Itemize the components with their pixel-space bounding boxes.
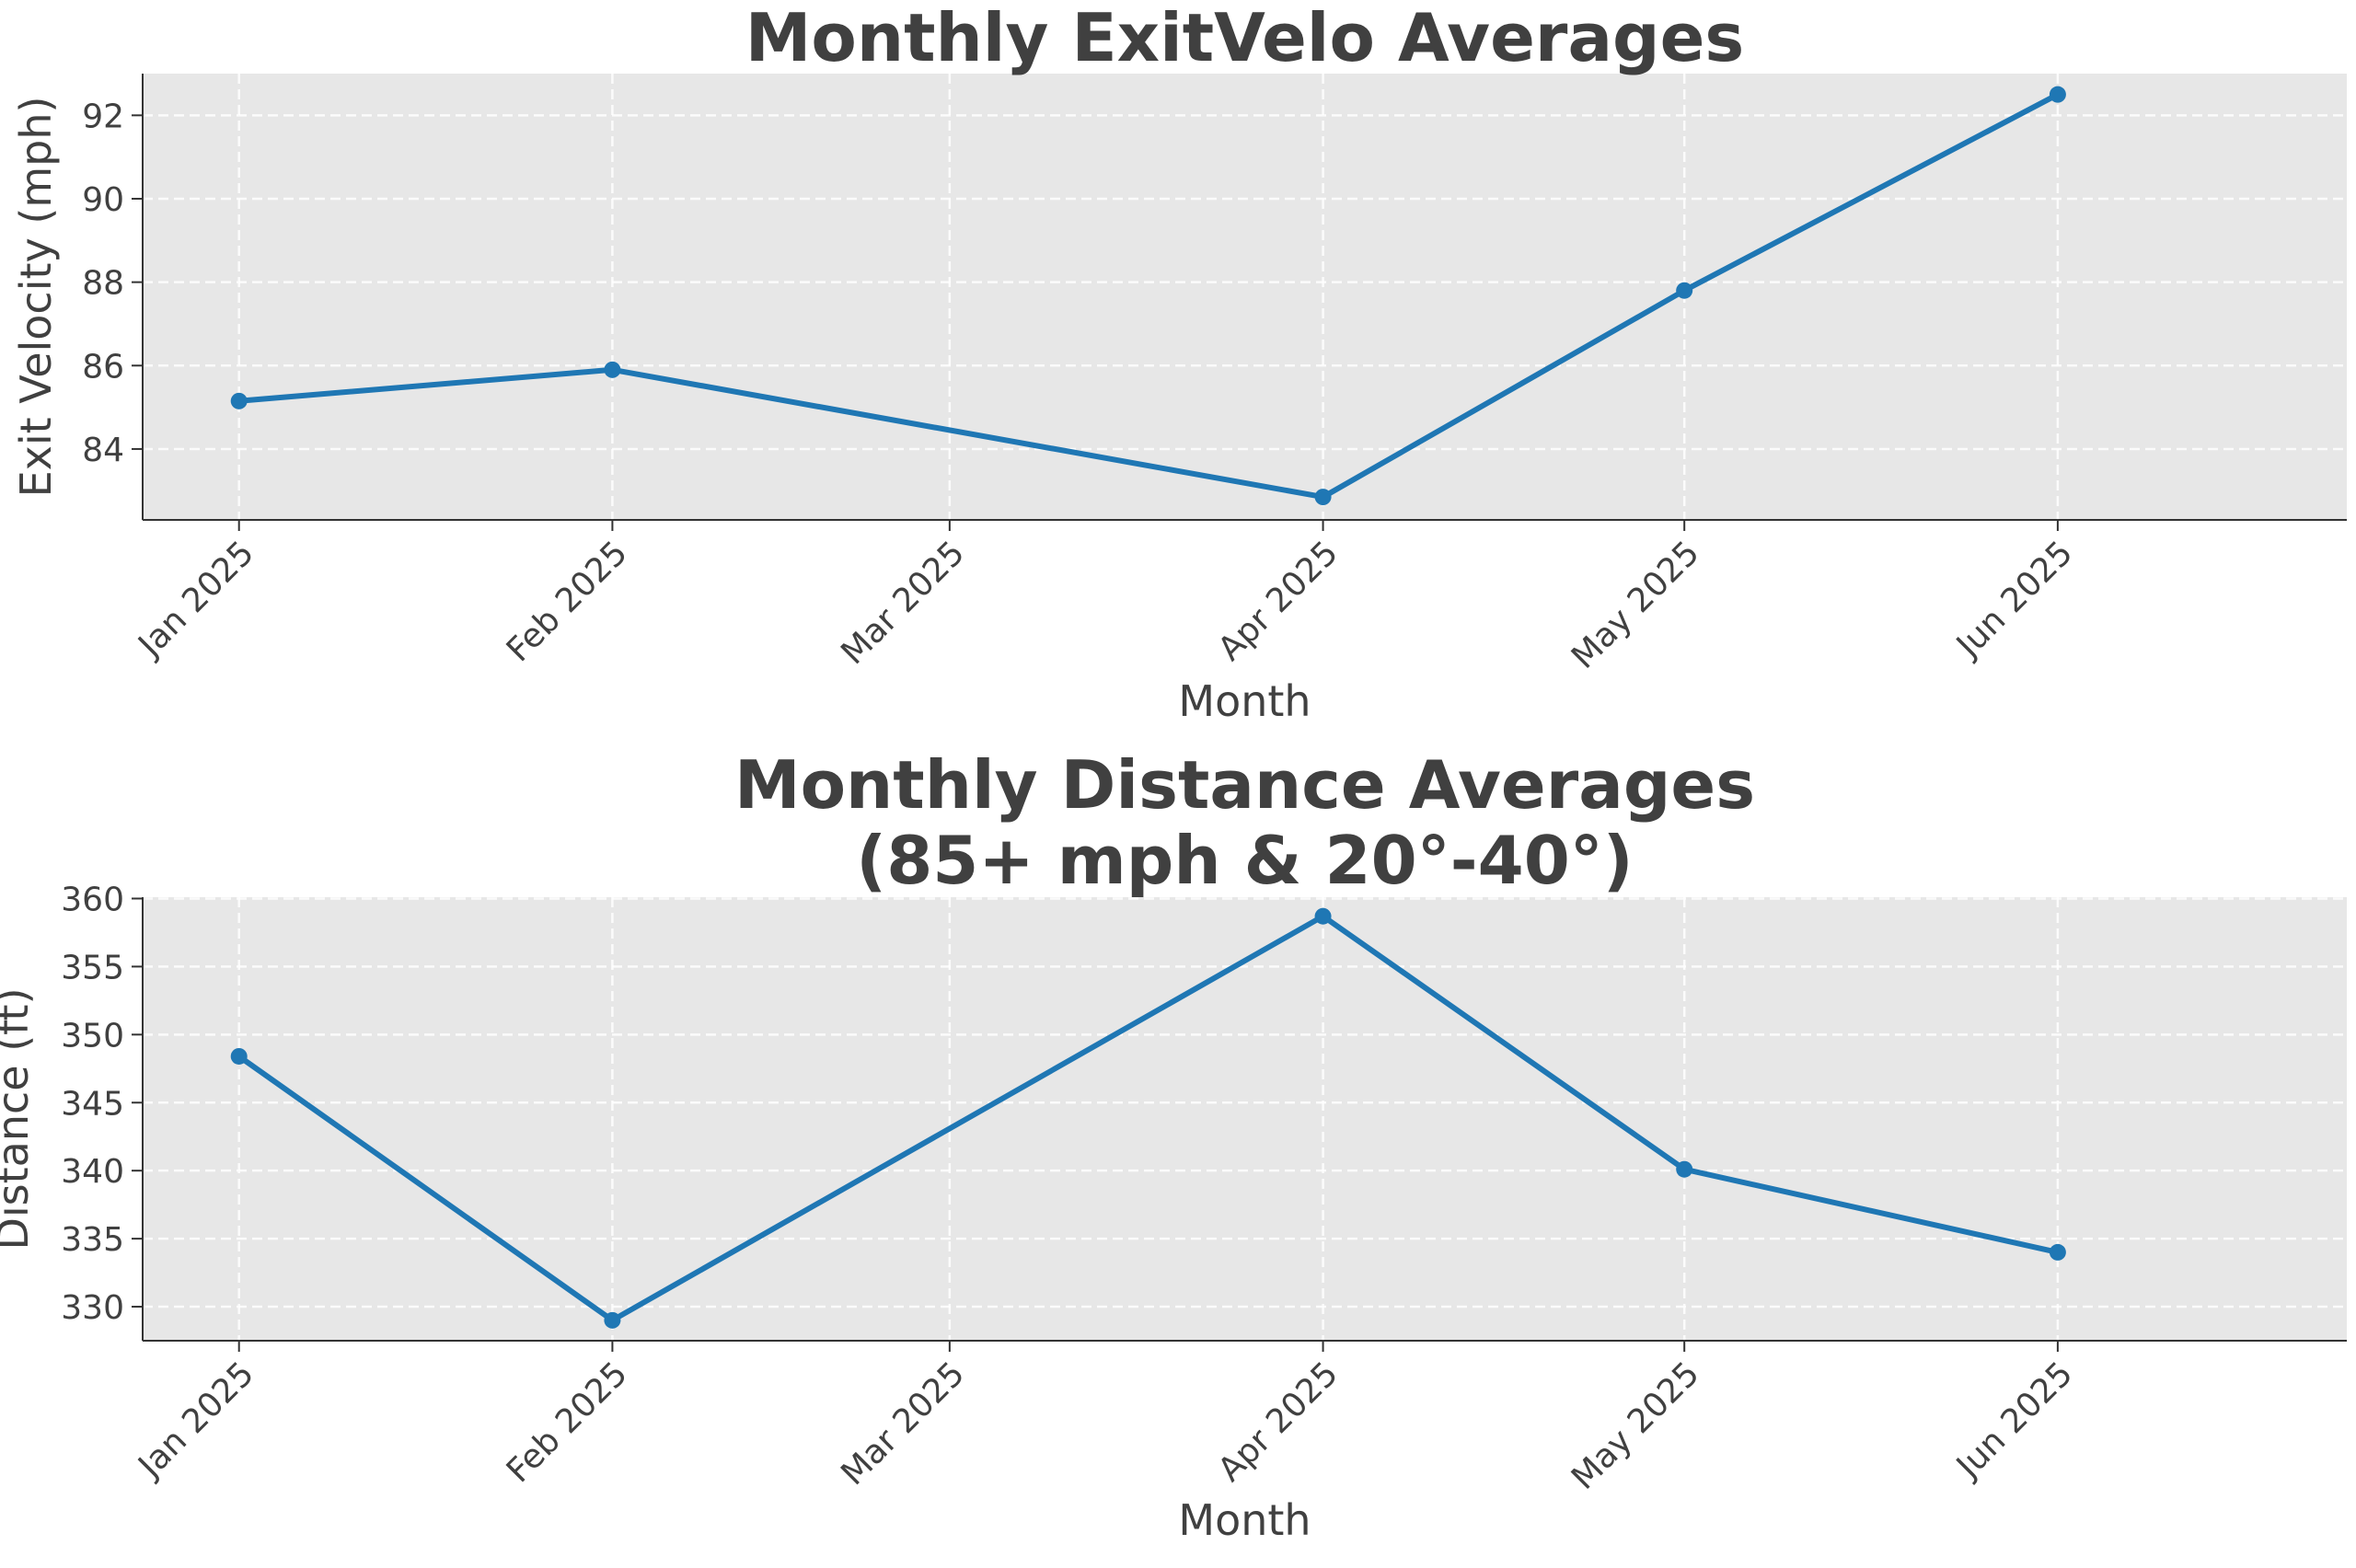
data-point <box>230 1047 248 1065</box>
y-tick-label: 92 <box>82 98 124 135</box>
chart-title-line-2: (85+ mph & 20°-40°) <box>856 822 1633 899</box>
x-tick-label: Jun 2025 <box>1948 534 2080 665</box>
plot-area <box>143 897 2347 1341</box>
chart-2: 330 335 340 345 350 355 360 Jan 2025 Feb 2025 Mar… <box>0 746 2347 1545</box>
data-point <box>604 1311 621 1329</box>
chart-title-line-1: Monthly Distance Averages <box>734 746 1755 824</box>
x-tick-label: Feb 2025 <box>500 1355 635 1490</box>
x-tick-label: Jan 2025 <box>131 1355 262 1486</box>
chart-1: 84 86 88 90 92 Jan 2025 Feb 2025 Mar 2025 Apr 20… <box>11 0 2347 726</box>
y-tick-label: 335 <box>61 1221 124 1259</box>
y-tick-label: 88 <box>82 265 124 303</box>
data-point <box>230 392 248 409</box>
y-tick-label: 350 <box>61 1017 124 1055</box>
chart-title: Monthly ExitVelo Averages <box>745 0 1745 76</box>
data-point <box>1676 282 1693 299</box>
x-tick-label: Apr 2025 <box>1211 534 1345 668</box>
y-tick-label: 355 <box>61 949 124 986</box>
data-point <box>2049 1243 2066 1261</box>
y-tick-label: 340 <box>61 1153 124 1191</box>
plot-area <box>143 74 2347 520</box>
x-axis-label: Month <box>1178 676 1311 726</box>
x-axis-label: Month <box>1178 1495 1311 1545</box>
y-tick-label: 345 <box>61 1085 124 1123</box>
x-tick-label: May 2025 <box>1565 1355 1707 1497</box>
x-tick-label: Mar 2025 <box>834 534 972 672</box>
x-tick-label: Jun 2025 <box>1948 1355 2080 1486</box>
y-tick-label: 84 <box>82 432 124 469</box>
x-tick-label: Jan 2025 <box>131 534 262 665</box>
data-point <box>1676 1160 1693 1178</box>
x-tick-label: Mar 2025 <box>834 1355 972 1493</box>
data-point <box>1314 907 1332 925</box>
y-tick-label: 90 <box>82 181 124 219</box>
x-tick-label: Feb 2025 <box>500 534 635 669</box>
y-tick-label: 360 <box>61 881 124 918</box>
y-axis-label: Exit Velocity (mph) <box>11 97 61 498</box>
data-point <box>1314 489 1332 506</box>
data-point <box>2049 86 2066 103</box>
x-tick-label: May 2025 <box>1565 534 1707 676</box>
y-tick-label: 330 <box>61 1289 124 1327</box>
y-tick-label: 86 <box>82 348 124 386</box>
x-tick-label: Apr 2025 <box>1211 1355 1345 1489</box>
data-point <box>604 361 621 378</box>
y-axis-label: Distance (ft) <box>0 987 38 1250</box>
